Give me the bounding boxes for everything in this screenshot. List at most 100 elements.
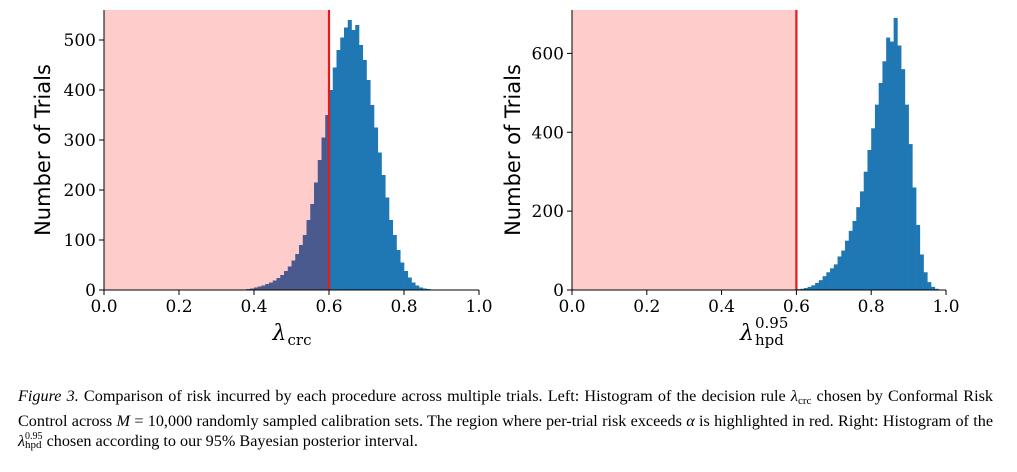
caption-m: M [116,412,131,430]
histogram-bar [280,275,285,290]
histogram-bar [415,285,420,290]
histogram-bar [878,82,883,290]
histogram-bar [867,150,872,290]
histogram-bar [389,220,394,290]
histogram-bar [362,60,367,290]
y-tick-label: 0 [85,281,96,301]
x-tick-label: 0.0 [558,297,585,317]
histogram-bar [919,254,924,290]
histogram-bar [852,220,857,290]
histogram-bar [377,152,382,290]
histogram-bar [848,230,853,290]
x-axis-title-subscript: hpd [755,331,784,349]
risk-exceeded-region [572,10,797,290]
histogram-bar [916,224,921,290]
caption-alpha: α [686,412,695,430]
histogram-bar [837,256,842,290]
histogram-bar [344,27,349,290]
histogram-bar [385,197,390,290]
histogram-bar [366,80,371,290]
histogram-bar [901,69,906,290]
histogram-bar [291,260,296,290]
histogram-bar [340,37,345,290]
histogram-bar [904,104,909,290]
histogram-bar [822,276,827,290]
histogram-bar [882,61,887,290]
caption-text-4: is highlighted in red. Right: Histogram … [694,412,994,430]
x-tick-label: 0.6 [783,297,810,317]
histogram-bar [392,235,397,290]
y-tick-label: 0 [553,281,564,301]
figure: 0.0 0.2 0.4 0.6 0.8 1.0 0 100 200 300 400 500 Number… [31,10,960,349]
histogram-bar [310,204,315,290]
histogram-bar [374,127,379,290]
histogram-bar [803,288,808,290]
caption-label: Figure 3. [18,387,79,405]
histogram-bar [886,37,891,290]
x-tick-label: 1.0 [932,297,959,317]
histogram-bar [299,245,304,290]
histogram-bar [874,104,879,290]
x-tick-label: 0.4 [240,297,267,317]
histogram-bar [422,288,427,290]
histogram-bar [871,128,876,290]
caption-hpd-scripts: 0.95 hpd [25,431,43,451]
histogram-bar [257,286,262,290]
histogram-bar [272,280,277,290]
histogram-bar [329,90,334,290]
histogram-bar [934,288,939,290]
histogram-bar [811,285,816,290]
histogram-bar [359,45,364,290]
histogram-bar [912,187,917,290]
histogram-bar [897,45,902,291]
histogram-bar [306,220,311,290]
left-histogram-panel: 0.0 0.2 0.4 0.6 0.8 1.0 0 100 200 300 400 500 Number… [31,10,493,349]
histogram-bar [302,235,307,290]
histogram-bar [818,280,823,290]
caption-hpd-superscript: 0.95 [25,431,43,442]
caption-hpd-subscript: hpd [25,439,42,451]
y-tick-label: 100 [64,231,96,251]
histogram-bar [841,250,846,290]
histogram-bar [404,271,409,290]
x-tick-label: 0.4 [708,297,735,317]
histogram-bar [396,250,401,290]
histogram-bar [261,285,266,290]
histogram-bar [859,191,865,290]
histogram-bar [284,271,289,290]
histogram-bar [845,240,850,290]
histogram-bar [314,182,319,290]
risk-exceeded-region [104,10,329,290]
caption-lambda: λ [790,387,798,405]
histogram-bar [317,160,322,290]
histogram-bar [800,288,805,290]
y-tick-label: 400 [532,123,564,143]
histogram-bar [807,286,812,290]
x-axis-title-subscript: crc [288,331,312,349]
y-tick-label: 300 [64,131,96,151]
caption-crc-subscript: crc [797,395,812,407]
x-tick-label: 0.2 [165,297,192,317]
caption-text-2: chosen by Conformal Risk Control across [18,387,993,430]
histogram-bar [815,282,820,290]
histogram-bar [400,262,405,290]
x-tick-label: 0.2 [633,297,660,317]
x-tick-label: 1.0 [465,297,492,317]
histogram-bar [321,137,326,290]
histogram-bar [863,171,868,290]
histogram-bar [407,277,412,290]
histogram-bar [419,287,424,290]
histogram-bar [381,175,386,290]
histogram-bar [931,286,936,290]
histogram-bar [370,105,375,290]
histogram-bar [411,282,416,290]
x-tick-label: 0.8 [390,297,417,317]
histogram-bar [889,41,894,290]
y-tick-label: 400 [64,81,96,101]
histogram-bar [269,282,274,290]
histogram-bar [833,264,838,290]
x-tick-label: 0.0 [90,297,117,317]
x-tick-label: 0.8 [858,297,885,317]
histogram-bar [332,67,337,290]
histogram-bar [347,20,352,290]
